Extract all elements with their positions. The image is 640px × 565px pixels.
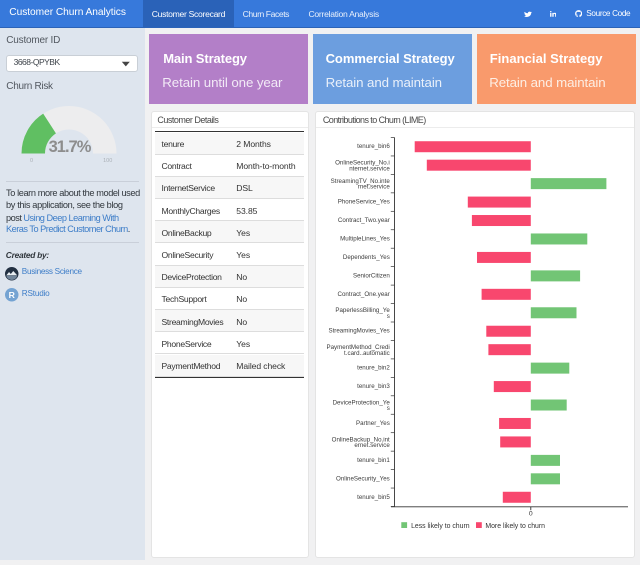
svg-text:100: 100 [103, 158, 112, 164]
svg-text:rnet.service: rnet.service [357, 184, 390, 191]
svg-text:tenure_bin6: tenure_bin6 [357, 143, 390, 150]
svg-text:DeviceProtection_Ye: DeviceProtection_Ye [332, 399, 390, 406]
svg-text:tenure_bin5: tenure_bin5 [357, 494, 390, 501]
svg-text:Less likely to churn: Less likely to churn [411, 523, 470, 530]
svg-text:t.card..automatic: t.card..automatic [344, 350, 390, 357]
svg-text:StreamingTV_No.inte: StreamingTV_No.inte [330, 178, 390, 185]
svg-text:s: s [386, 313, 389, 320]
svg-text:R: R [9, 290, 16, 300]
svg-text:Dependents_Yes: Dependents_Yes [342, 254, 389, 261]
svg-text:MultipleLines_Yes: MultipleLines_Yes [340, 236, 390, 243]
svg-text:Contract_Two.year: Contract_Two.year [337, 217, 389, 224]
svg-text:OnlineBackup_No.int: OnlineBackup_No.int [331, 436, 389, 443]
svg-text:Contract_One.year: Contract_One.year [337, 291, 389, 298]
svg-text:s: s [386, 405, 389, 412]
svg-text:PaymentMethod_Credi: PaymentMethod_Credi [326, 344, 389, 351]
svg-text:tenure_bin3: tenure_bin3 [357, 383, 390, 390]
svg-text:PaperlessBilling_Ye: PaperlessBilling_Ye [335, 307, 390, 314]
svg-text:tenure_bin2: tenure_bin2 [357, 365, 390, 372]
svg-text:OnlineSecurity_Yes: OnlineSecurity_Yes [336, 475, 390, 482]
svg-text:0: 0 [528, 511, 532, 518]
svg-text:OnlineSecurity_No.i: OnlineSecurity_No.i [335, 160, 390, 167]
svg-text:PhoneService_Yes: PhoneService_Yes [337, 199, 389, 206]
svg-text:nternet.service: nternet.service [349, 165, 390, 172]
svg-text:tenure_bin1: tenure_bin1 [357, 457, 390, 464]
svg-text:0: 0 [30, 158, 33, 164]
svg-text:StreamingMovies_Yes: StreamingMovies_Yes [328, 328, 389, 335]
svg-text:More likely to churn: More likely to churn [485, 523, 545, 530]
svg-text:Partner_Yes: Partner_Yes [355, 420, 389, 427]
svg-text:SeniorCitizen: SeniorCitizen [352, 272, 389, 279]
svg-text:ernet.service: ernet.service [354, 442, 390, 449]
